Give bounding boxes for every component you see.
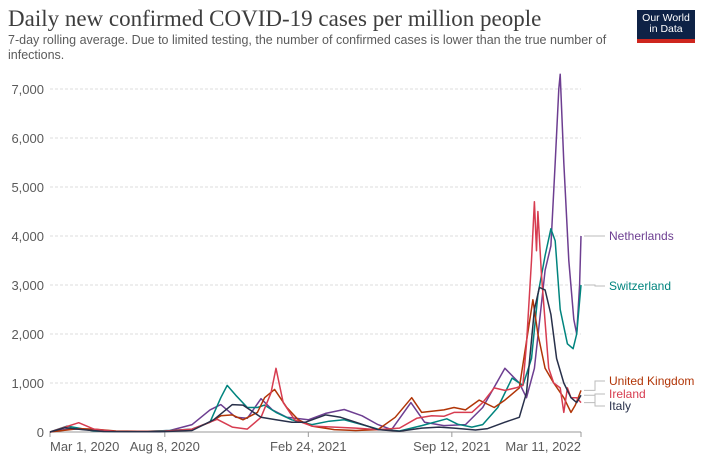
- legend-label-united-kingdom: United Kingdom: [609, 374, 694, 388]
- series-line-ireland: [49, 200, 582, 433]
- owid-logo[interactable]: Our World in Data: [637, 10, 695, 43]
- y-tick-label: 1,000: [11, 376, 44, 391]
- legend-label-italy: Italy: [609, 399, 631, 413]
- series-line-switzerland: [49, 227, 582, 433]
- x-tick-label: Aug 8, 2020: [130, 439, 200, 454]
- x-tick-label: Mar 11, 2022: [505, 439, 581, 454]
- legend-connector: [584, 380, 605, 391]
- x-tick-label: Mar 1, 2020: [50, 439, 119, 454]
- y-tick-label: 2,000: [11, 327, 44, 342]
- y-tick-label: 3,000: [11, 278, 44, 293]
- legend-connector: [584, 394, 605, 407]
- legend-connector: [584, 284, 605, 287]
- series-line-united-kingdom: [49, 298, 582, 433]
- y-tick-label: 4,000: [11, 229, 44, 244]
- x-tick-label: Sep 12, 2021: [413, 439, 490, 454]
- y-tick-label: 5,000: [11, 180, 44, 195]
- legend-label-netherlands: Netherlands: [609, 229, 674, 243]
- x-tick-label: Feb 24, 2021: [270, 439, 347, 454]
- legend-label-ireland: Ireland: [609, 387, 646, 401]
- y-tick-label: 6,000: [11, 131, 44, 146]
- chart-title: Daily new confirmed COVID-19 cases per m…: [8, 6, 542, 31]
- series-line-italy: [49, 286, 582, 433]
- series-line-netherlands: [49, 73, 582, 433]
- chart-subtitle: 7-day rolling average. Due to limited te…: [8, 33, 607, 62]
- y-tick-label: 7,000: [11, 82, 44, 97]
- y-tick-label: 0: [37, 425, 44, 440]
- legend-label-switzerland: Switzerland: [609, 279, 671, 293]
